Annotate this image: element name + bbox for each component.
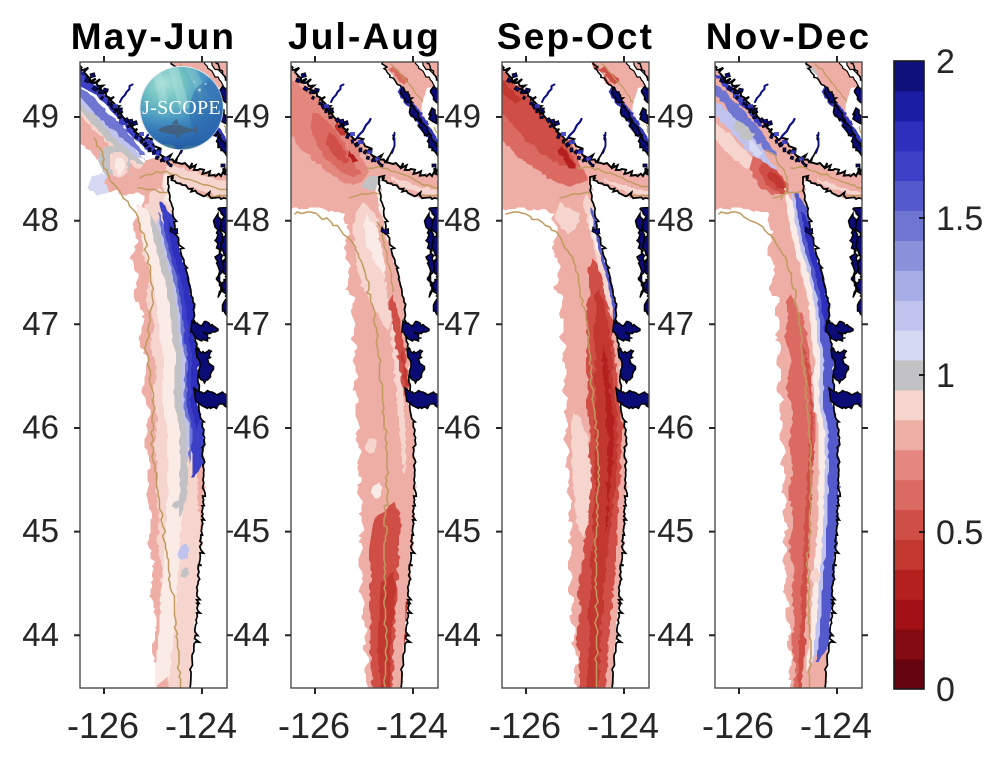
svg-text:-126: -126 [702,705,774,746]
svg-text:-124: -124 [376,705,448,746]
svg-text:1.5: 1.5 [936,200,983,238]
svg-text:45: 45 [22,512,59,549]
svg-text:45: 45 [233,512,270,549]
svg-text:48: 48 [657,201,694,238]
svg-text:48: 48 [444,201,481,238]
svg-text:0.5: 0.5 [936,514,983,552]
svg-text:-124: -124 [587,705,659,746]
svg-text:46: 46 [444,409,481,446]
svg-text:-126: -126 [67,705,139,746]
svg-text:46: 46 [657,409,694,446]
svg-text:47: 47 [444,305,481,342]
svg-text:47: 47 [233,305,270,342]
svg-text:Nov-Dec: Nov-Dec [706,16,872,57]
svg-text:49: 49 [233,98,270,135]
svg-text:Sep-Oct: Sep-Oct [497,16,654,57]
svg-text:2: 2 [936,43,955,81]
svg-text:49: 49 [444,98,481,135]
svg-text:-124: -124 [165,705,237,746]
svg-text:44: 44 [22,616,59,653]
svg-text:48: 48 [233,201,270,238]
svg-text:-126: -126 [278,705,350,746]
svg-text:49: 49 [22,98,59,135]
svg-text:-126: -126 [489,705,561,746]
svg-text:J-SCOPE: J-SCOPE [142,97,221,119]
svg-text:44: 44 [657,616,694,653]
svg-text:46: 46 [233,409,270,446]
svg-text:44: 44 [233,616,270,653]
svg-text:49: 49 [657,98,694,135]
svg-text:May-Jun: May-Jun [71,16,236,57]
svg-text:45: 45 [657,512,694,549]
svg-text:-124: -124 [800,705,872,746]
svg-text:1: 1 [936,357,955,395]
svg-text:0: 0 [936,671,955,709]
svg-text:44: 44 [444,616,481,653]
svg-text:48: 48 [22,201,59,238]
svg-text:45: 45 [444,512,481,549]
svg-text:47: 47 [22,305,59,342]
svg-text:46: 46 [22,409,59,446]
svg-text:Jul-Aug: Jul-Aug [288,16,441,57]
svg-text:47: 47 [657,305,694,342]
